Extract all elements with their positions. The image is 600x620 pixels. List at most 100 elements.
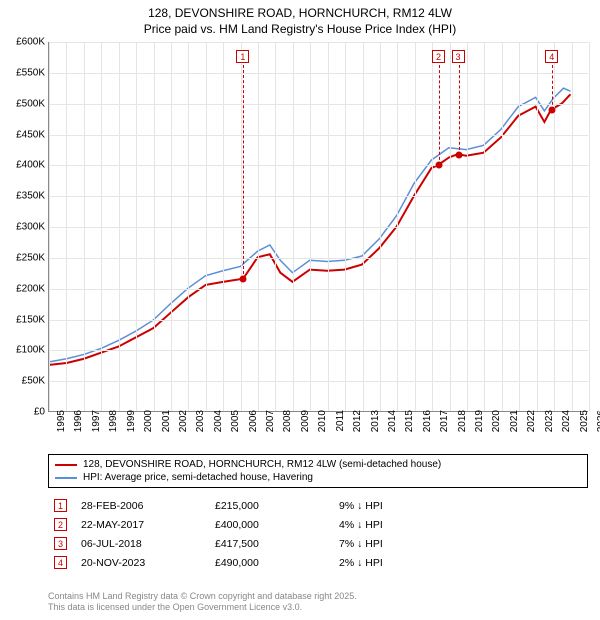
transaction-marker: 1	[54, 499, 67, 512]
gridline-v	[380, 42, 381, 411]
transactions-table: 128-FEB-2006£215,0009% ↓ HPI 2 22-MAY-2017…	[48, 496, 588, 572]
gridline-v	[537, 42, 538, 411]
chart-plot-area: £0£50K£100K£150K£200K£250K£300K£350K£400…	[48, 42, 588, 412]
gridline-h	[49, 104, 588, 105]
y-axis-label: £200K	[5, 283, 45, 294]
marker-box: 1	[236, 50, 249, 63]
transaction-row: 306-JUL-2018£417,5007% ↓ HPI	[48, 534, 588, 553]
x-axis-label: 2009	[300, 410, 311, 432]
legend-row-price-paid: 128, DEVONSHIRE ROAD, HORNCHURCH, RM12 4…	[55, 458, 581, 471]
gridline-h	[49, 165, 588, 166]
y-axis-label: £300K	[5, 222, 45, 233]
x-axis-label: 2020	[492, 410, 503, 432]
x-axis-label: 2017	[439, 410, 450, 432]
gridline-v	[450, 42, 451, 411]
x-axis-label: 2026	[596, 410, 600, 432]
y-axis-label: £350K	[5, 191, 45, 202]
x-axis-label: 2006	[248, 410, 259, 432]
marker-line	[552, 65, 553, 110]
gridline-h	[49, 350, 588, 351]
marker-dot	[436, 162, 443, 169]
gridline-v	[345, 42, 346, 411]
transaction-price: £215,000	[215, 500, 325, 512]
transaction-price: £400,000	[215, 519, 325, 531]
gridline-v	[119, 42, 120, 411]
footer-attribution: Contains HM Land Registry data © Crown c…	[48, 591, 357, 614]
gridline-v	[363, 42, 364, 411]
gridline-v	[188, 42, 189, 411]
x-axis-label: 1995	[56, 410, 67, 432]
gridline-h	[49, 135, 588, 136]
gridline-v	[206, 42, 207, 411]
legend: 128, DEVONSHIRE ROAD, HORNCHURCH, RM12 4…	[48, 454, 588, 488]
legend-swatch-hpi	[55, 477, 77, 479]
gridline-h	[49, 227, 588, 228]
gridline-v	[415, 42, 416, 411]
transaction-price: £490,000	[215, 557, 325, 569]
marker-dot	[455, 151, 462, 158]
transaction-delta: 7% ↓ HPI	[339, 538, 439, 550]
gridline-h	[49, 42, 588, 43]
x-axis-label: 2024	[561, 410, 572, 432]
x-axis-label: 2012	[352, 410, 363, 432]
legend-label-price-paid: 128, DEVONSHIRE ROAD, HORNCHURCH, RM12 4…	[83, 459, 441, 470]
gridline-v	[293, 42, 294, 411]
x-axis-label: 2025	[579, 410, 590, 432]
gridline-v	[467, 42, 468, 411]
y-axis-label: £0	[5, 407, 45, 418]
transaction-delta: 2% ↓ HPI	[339, 557, 439, 569]
y-axis-label: £50K	[5, 376, 45, 387]
x-axis-label: 2015	[405, 410, 416, 432]
x-axis-label: 2019	[474, 410, 485, 432]
gridline-v	[554, 42, 555, 411]
y-axis-label: £600K	[5, 37, 45, 48]
y-axis-label: £550K	[5, 67, 45, 78]
gridline-v	[275, 42, 276, 411]
legend-label-hpi: HPI: Average price, semi-detached house,…	[83, 472, 313, 483]
footer-line2: This data is licensed under the Open Gov…	[48, 602, 357, 614]
transaction-marker: 2	[54, 518, 67, 531]
transaction-row: 2 22-MAY-2017 £400,000 4% ↓ HPI	[48, 515, 588, 534]
x-axis-label: 2018	[457, 410, 468, 432]
marker-line	[243, 65, 244, 279]
x-axis-label: 2016	[422, 410, 433, 432]
y-axis-label: £500K	[5, 98, 45, 109]
x-axis-label: 1996	[74, 410, 85, 432]
gridline-v	[519, 42, 520, 411]
y-axis-label: £150K	[5, 314, 45, 325]
gridline-h	[49, 196, 588, 197]
gridline-v	[328, 42, 329, 411]
gridline-v	[484, 42, 485, 411]
marker-box: 3	[452, 50, 465, 63]
x-axis-label: 2021	[509, 410, 520, 432]
transaction-row: 128-FEB-2006£215,0009% ↓ HPI	[48, 496, 588, 515]
marker-dot	[240, 276, 247, 283]
gridline-v	[258, 42, 259, 411]
x-axis-label: 2003	[195, 410, 206, 432]
transaction-marker: 3	[54, 537, 67, 550]
gridline-h	[49, 258, 588, 259]
y-axis-label: £250K	[5, 252, 45, 263]
marker-line	[439, 65, 440, 165]
gridline-v	[310, 42, 311, 411]
gridline-v	[84, 42, 85, 411]
gridline-v	[502, 42, 503, 411]
transaction-marker: 4	[54, 556, 67, 569]
x-axis-label: 1997	[91, 410, 102, 432]
gridline-v	[241, 42, 242, 411]
transaction-date: 22-MAY-2017	[81, 519, 201, 531]
x-axis-label: 2013	[370, 410, 381, 432]
gridline-v	[136, 42, 137, 411]
transaction-delta: 4% ↓ HPI	[339, 519, 439, 531]
marker-line	[459, 65, 460, 155]
x-axis-label: 2023	[544, 410, 555, 432]
gridline-v	[171, 42, 172, 411]
gridline-h	[49, 289, 588, 290]
title-address: 128, DEVONSHIRE ROAD, HORNCHURCH, RM12 4…	[0, 6, 600, 22]
x-axis-label: 1999	[126, 410, 137, 432]
gridline-h	[49, 320, 588, 321]
transaction-price: £417,500	[215, 538, 325, 550]
gridline-v	[223, 42, 224, 411]
x-axis-label: 2000	[143, 410, 154, 432]
x-axis-label: 2004	[213, 410, 224, 432]
